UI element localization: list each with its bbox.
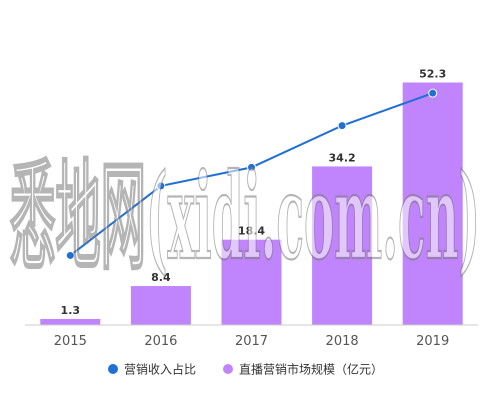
legend-label-line: 营销收入占比 xyxy=(124,362,196,377)
x-tick-label-2019: 2019 xyxy=(416,334,449,349)
watermark-text: 悉地网(xidi.com.cn) xyxy=(10,147,480,286)
bar-label-2019: 52.3 xyxy=(419,68,446,81)
legend-label-bar: 直播营销市场规模（亿元） xyxy=(239,362,383,377)
legend: 营销收入占比 直播营销市场规模（亿元） xyxy=(108,362,383,377)
bar-2019 xyxy=(402,82,463,325)
bar-label-2017: 18.4 xyxy=(238,225,265,238)
bar-label-2018: 34.2 xyxy=(329,151,356,164)
line-point-2015 xyxy=(65,250,75,260)
line-points xyxy=(65,88,438,260)
x-tick-label-2017: 2017 xyxy=(235,334,268,349)
bar-2015 xyxy=(40,318,101,325)
x-ticks: 2015 2016 2017 2018 2019 xyxy=(54,334,449,349)
line-point-2019 xyxy=(428,88,438,98)
bar-label-2015: 1.3 xyxy=(61,304,81,317)
bars xyxy=(40,82,463,325)
line-point-2016 xyxy=(156,181,166,191)
x-tick-label-2015: 2015 xyxy=(54,334,87,349)
legend-marker-line xyxy=(108,364,118,374)
line-point-2017 xyxy=(247,162,256,172)
bar-2017 xyxy=(221,239,282,325)
bar-2016 xyxy=(130,286,191,325)
x-tick-label-2018: 2018 xyxy=(326,334,359,349)
x-tick-label-2016: 2016 xyxy=(144,334,177,349)
bar-label-2016: 8.4 xyxy=(151,271,171,284)
bar-2018 xyxy=(312,166,373,325)
line-point-2018 xyxy=(337,121,347,131)
legend-marker-bar xyxy=(223,364,233,374)
bar-labels: 1.3 8.4 18.4 34.2 52.3 xyxy=(61,68,447,317)
